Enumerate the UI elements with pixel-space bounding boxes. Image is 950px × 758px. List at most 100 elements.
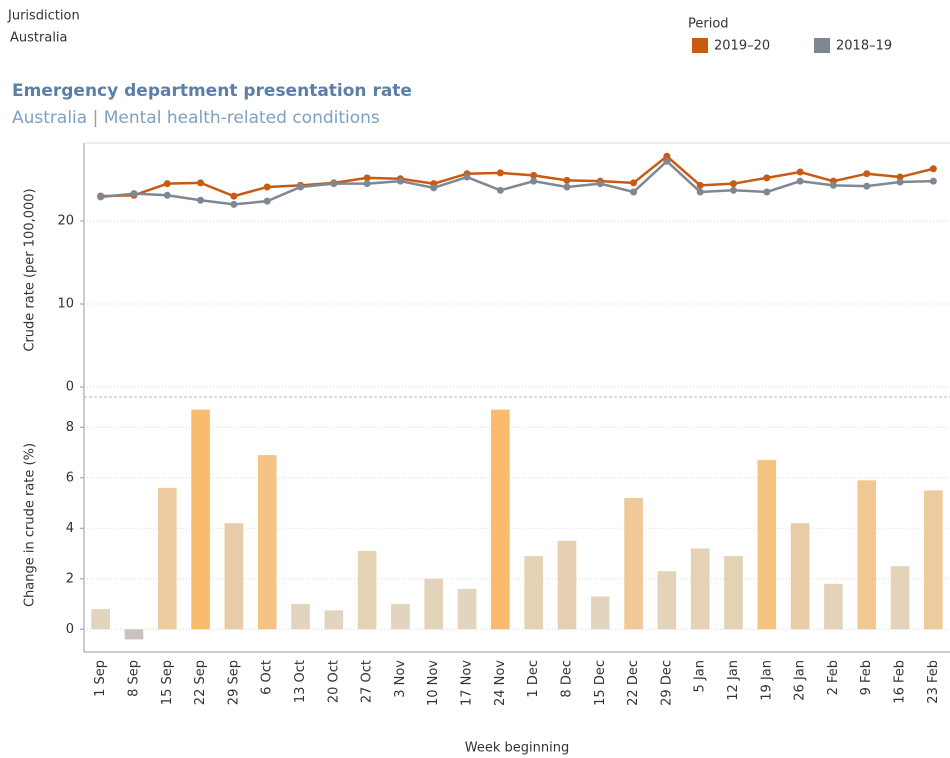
point (763, 188, 771, 196)
point (696, 188, 704, 196)
x-tick-label: 10 Nov (426, 660, 441, 706)
bar (324, 610, 344, 630)
bar (257, 455, 277, 630)
bar (690, 548, 710, 630)
bar (590, 596, 610, 630)
x-tick-label: 22 Dec (626, 660, 641, 706)
x-tick-label: 23 Feb (926, 660, 941, 704)
line (100, 159, 934, 206)
bar (424, 578, 444, 630)
line (100, 154, 934, 198)
bar (524, 556, 543, 630)
x-tick-label: 29 Dec (659, 660, 674, 706)
filter-value: Australia (10, 31, 68, 46)
point (929, 177, 937, 185)
point (197, 196, 205, 204)
point (263, 183, 271, 191)
bar (824, 583, 843, 630)
bar (857, 480, 877, 630)
point (796, 177, 804, 185)
y-tick-label: 2 (66, 571, 74, 586)
x-tick-label: 8 Dec (559, 660, 574, 698)
point (363, 180, 371, 188)
x-tick-label: 9 Feb (859, 660, 874, 695)
y-tick-label: 6 (66, 470, 74, 485)
bar (224, 523, 244, 630)
y-axis-title: Change in crude rate (%) (23, 443, 38, 607)
bar (124, 629, 144, 640)
bar (491, 409, 510, 630)
point (496, 186, 504, 194)
point (363, 174, 371, 182)
point (796, 168, 804, 176)
x-tick-label: 20 Oct (326, 660, 341, 703)
point (696, 181, 704, 189)
filter-label: Jurisdiction (7, 9, 80, 24)
point (596, 180, 604, 188)
bar (357, 551, 377, 630)
point (396, 177, 404, 185)
chart-subtitle: Australia | Mental health-related condit… (12, 108, 380, 128)
chart-title: Emergency department presentation rate (12, 81, 412, 101)
y-tick-label: 4 (66, 521, 74, 536)
legend-swatch (814, 38, 830, 53)
bar (557, 540, 577, 630)
point (496, 169, 504, 177)
point (730, 180, 737, 188)
point (630, 188, 638, 196)
point (730, 186, 737, 194)
y-tick-label: 0 (66, 380, 74, 395)
point (130, 190, 138, 198)
x-tick-label: 1 Dec (526, 660, 541, 698)
point (263, 197, 271, 205)
bar (890, 566, 910, 630)
bar (757, 460, 777, 630)
point (896, 173, 904, 181)
y-tick-label: 8 (66, 420, 74, 435)
x-tick-label: 8 Sep (126, 660, 141, 697)
x-tick-label: 3 Nov (393, 660, 408, 698)
point (896, 178, 904, 186)
y-axis-title: Crude rate (per 100,000) (23, 188, 38, 351)
x-tick-label: 15 Dec (593, 660, 608, 706)
legend-swatch (692, 38, 708, 53)
point (530, 177, 538, 185)
x-tick-label: 12 Jan (726, 660, 741, 701)
y-tick-label: 10 (57, 297, 74, 312)
point (663, 157, 671, 165)
x-tick-label: 5 Jan (693, 660, 708, 692)
point (463, 173, 471, 181)
bar (157, 487, 177, 630)
point (863, 170, 871, 178)
bar (91, 609, 110, 630)
x-tick-label: 19 Jan (759, 660, 774, 701)
x-tick-label: 13 Oct (293, 660, 308, 703)
x-tick-label: 24 Nov (493, 660, 508, 706)
point (763, 174, 771, 182)
point (163, 180, 171, 188)
bar (457, 588, 477, 630)
point (563, 183, 571, 191)
legend-title: Period (688, 17, 729, 32)
point (330, 180, 338, 188)
bar (924, 490, 943, 630)
x-tick-label: 29 Sep (226, 660, 241, 705)
x-tick-label: 2 Feb (826, 660, 841, 695)
x-tick-label: 27 Oct (360, 660, 375, 703)
x-tick-label: 15 Sep (160, 660, 175, 705)
point (530, 171, 538, 179)
y-tick-label: 0 (66, 622, 74, 637)
point (297, 183, 304, 191)
bar (191, 409, 210, 630)
point (430, 184, 438, 192)
x-tick-label: 6 Oct (260, 660, 275, 695)
point (197, 179, 205, 187)
point (230, 192, 238, 200)
legend-label: 2019–20 (714, 39, 770, 54)
point (863, 182, 871, 190)
point (829, 181, 837, 189)
bar (391, 604, 410, 630)
point (97, 193, 105, 201)
x-tick-label: 17 Nov (460, 660, 475, 706)
